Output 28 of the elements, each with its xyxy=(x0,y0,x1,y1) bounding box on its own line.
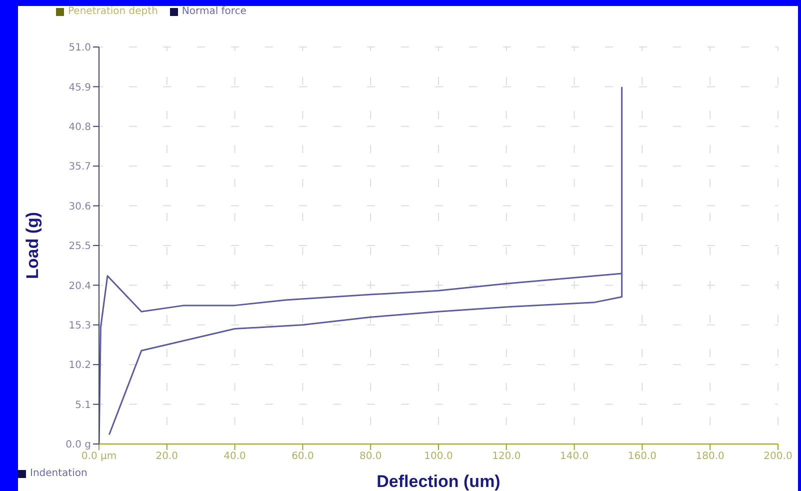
x-tick-label: 200.0 xyxy=(764,451,792,462)
text: Penetration depth xyxy=(67,6,158,17)
x-tick-label: 120.0 xyxy=(492,451,521,462)
y-tick-label: 20.4 xyxy=(68,280,91,292)
x-tick-label: 40.0 xyxy=(224,451,246,462)
y-tick-label: 10.2 xyxy=(68,360,91,372)
line-series xyxy=(99,86,623,444)
x-tick-label: 180.0 xyxy=(696,451,724,462)
y-tick-label: 35.7 xyxy=(68,162,91,173)
x-tick-label: 140.0 xyxy=(560,451,589,462)
x-tick-label: 100.0 xyxy=(424,451,453,462)
y-tick-label: 0.0 g xyxy=(66,440,91,451)
x-tick-label: 60.0 xyxy=(292,451,314,462)
y-tick-label: 51.0 xyxy=(68,42,91,54)
x-axis-title: Deflection (um) xyxy=(376,472,500,491)
y-axis-title: Load (g) xyxy=(23,212,42,280)
y-tick-label: 45.9 xyxy=(68,82,91,94)
y-tick-label: 25.5 xyxy=(68,241,91,252)
y-tick-label: 5.1 xyxy=(75,400,91,411)
text: Normal force xyxy=(180,6,246,17)
x-tick-label: 0.0 µm xyxy=(81,451,117,462)
y-tick-label: 40.8 xyxy=(68,122,91,133)
x-tick-label: 20.0 xyxy=(156,451,178,462)
x-tick-label: 80.0 xyxy=(359,451,382,462)
y-tick-label: 30.6 xyxy=(68,201,91,212)
y-tick-label: 15.3 xyxy=(68,320,91,332)
x-tick-label: 160.0 xyxy=(628,451,657,462)
text: Indentation xyxy=(29,468,88,479)
